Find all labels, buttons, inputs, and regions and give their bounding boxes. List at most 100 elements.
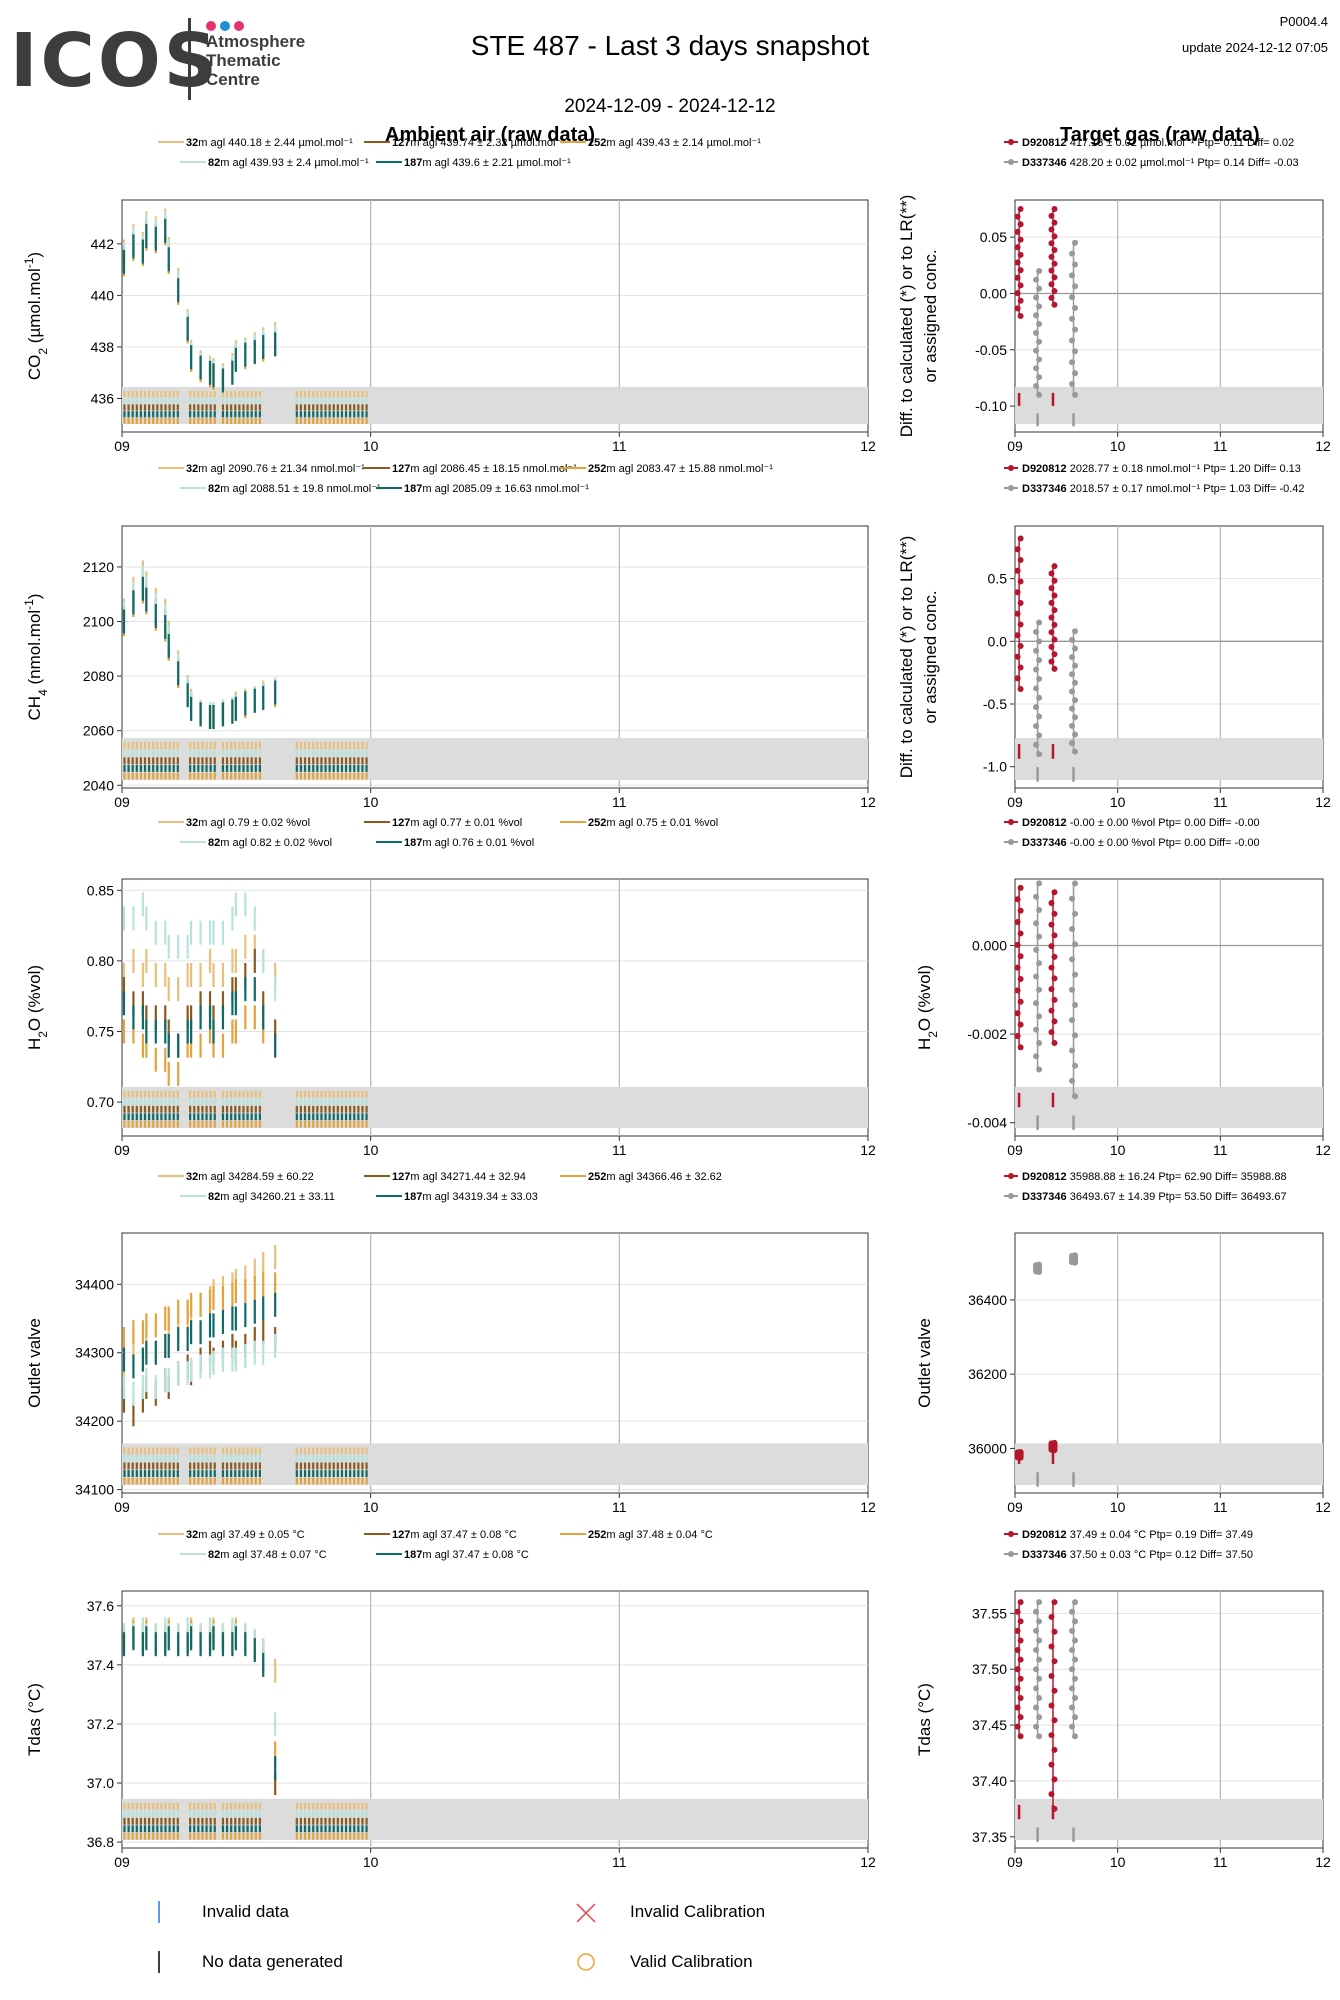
- series-point: [1048, 599, 1055, 606]
- series-point: [1017, 1449, 1024, 1456]
- legend-entry: D920812 417.13 ± 0.02 µmol.mol⁻¹ Ptp= 0.…: [1022, 137, 1294, 149]
- series-point: [1048, 281, 1055, 288]
- series-point: [1036, 1066, 1043, 1073]
- series-point: [1069, 380, 1076, 387]
- x-tick-label: 09: [114, 1499, 130, 1515]
- x-tick-label: 12: [860, 1499, 876, 1515]
- y-tick-label: 0.0: [988, 633, 1008, 649]
- series-point: [1036, 880, 1043, 887]
- chart-ambient-ch4: 2040 2060 2080 2100 2120 09 10 11 12 CH4 (nmol.mo…: [22, 463, 876, 810]
- series-point: [1072, 679, 1079, 686]
- series-point: [1033, 973, 1040, 980]
- y-tick-label: 36.8: [87, 1834, 114, 1850]
- y-tick-label: -0.004: [967, 1115, 1007, 1131]
- series-point: [1072, 1001, 1079, 1008]
- series-point: [1048, 614, 1055, 621]
- series-point: [1048, 294, 1055, 301]
- chart-target-ch4: 0.5 0.0 -0.5 -1.0 09 10 11 12 Diff. to calculate…: [897, 463, 1331, 810]
- series-point: [1072, 304, 1079, 311]
- series-point: [1069, 1704, 1076, 1711]
- y-tick-label: 0.000: [972, 937, 1007, 953]
- series-point: [1051, 621, 1058, 628]
- flag-band: [122, 738, 868, 780]
- x-tick-label: 12: [860, 438, 876, 454]
- chart-legend: 32m agl 0.79 ± 0.02 %vol 127m agl 0.77 ± …: [158, 817, 718, 849]
- series-point: [1051, 1687, 1058, 1694]
- series-point: [1033, 704, 1040, 711]
- series-point: [1017, 998, 1024, 1005]
- series-point: [1036, 657, 1043, 664]
- chart-legend: 32m agl 440.18 ± 2.44 µmol.mol⁻¹ 127m agl…: [158, 137, 761, 169]
- series-point: [1072, 662, 1079, 669]
- series-point: [1051, 889, 1058, 896]
- series-point: [1017, 1675, 1024, 1682]
- series-point: [1014, 1647, 1021, 1654]
- series-point: [1014, 1723, 1021, 1730]
- legend-entry: 187m agl 439.6 ± 2.21 µmol.mol⁻¹: [404, 157, 571, 169]
- series-point: [1036, 1675, 1043, 1682]
- series-point: [1017, 621, 1024, 628]
- series-point: [1036, 1733, 1043, 1740]
- legend-invalid-data: Invalid data: [202, 1902, 289, 1921]
- series-point: [1051, 301, 1058, 308]
- legend-entry: 127m agl 0.77 ± 0.01 %vol: [392, 817, 522, 829]
- series-point: [1069, 1666, 1076, 1673]
- series-point: [1036, 303, 1043, 310]
- x-tick-label: 11: [1213, 1142, 1228, 1158]
- x-tick-label: 10: [1110, 1142, 1126, 1158]
- series-point: [1014, 213, 1021, 220]
- series-point: [1048, 1643, 1055, 1650]
- y-tick-label: 37.0: [87, 1775, 114, 1791]
- legend-entry: 32m agl 37.49 ± 0.05 °C: [186, 1529, 305, 1541]
- x-tick-label: 11: [1213, 1499, 1228, 1515]
- y-tick-label: 37.6: [87, 1598, 114, 1614]
- x-tick-label: 12: [860, 1142, 876, 1158]
- series-point: [1048, 212, 1055, 219]
- legend-entry: D337346 37.50 ± 0.03 °C Ptp= 0.12 Diff= …: [1022, 1549, 1253, 1561]
- chart-target-outlet: 36000 36200 36400 09 10 11 12 Outlet valve D9208…: [915, 1171, 1331, 1515]
- x-tick-label: 10: [1110, 794, 1126, 810]
- series-point: [1048, 240, 1055, 247]
- series-point: [1033, 312, 1040, 319]
- series-point: [1033, 1608, 1040, 1615]
- series-point: [1072, 283, 1079, 290]
- series-point: [1048, 643, 1055, 650]
- series-point: [1069, 359, 1076, 366]
- flag-band: [122, 386, 868, 424]
- series-point: [1048, 900, 1055, 907]
- series-point: [1048, 1732, 1055, 1739]
- series-point: [1036, 1694, 1043, 1701]
- series-point: [1048, 1791, 1055, 1798]
- series-point: [1048, 1702, 1055, 1709]
- series-point: [1017, 221, 1024, 228]
- series-point: [1048, 1673, 1055, 1680]
- y-tick-label: -0.5: [983, 696, 1007, 712]
- x-tick-label: 11: [1213, 438, 1228, 454]
- legend-dot: [1008, 1531, 1014, 1537]
- series-point: [1014, 567, 1021, 574]
- legend-dot: [1008, 485, 1014, 491]
- series-point: [1048, 570, 1055, 577]
- series-point: [1017, 976, 1024, 983]
- legend-dot: [1008, 465, 1014, 471]
- ambient-section-title: Ambient air (raw data): [385, 124, 596, 146]
- product-code: P0004.4: [1279, 14, 1328, 29]
- series-point: [1069, 1017, 1076, 1024]
- series-point: [1036, 675, 1043, 682]
- series-point: [1036, 338, 1043, 345]
- chart-ambient-outlet: 34100 34200 34300 34400 09 10 11 12 Outlet valve…: [25, 1171, 876, 1515]
- series-point: [1017, 1044, 1024, 1051]
- x-tick-label: 12: [1315, 438, 1331, 454]
- x-tick-label: 09: [1007, 438, 1023, 454]
- series-point: [1051, 651, 1058, 658]
- series-point: [1033, 920, 1040, 927]
- series-point: [1017, 642, 1024, 649]
- legend-no-data: No data generated: [202, 1952, 343, 1971]
- series-point: [1014, 589, 1021, 596]
- y-axis-label: H2O (%vol): [915, 965, 940, 1050]
- series-point: [1014, 1032, 1021, 1039]
- y-axis-label: H2O (%vol): [25, 965, 50, 1050]
- series-point: [1017, 1599, 1024, 1606]
- y-tick-label: 440: [91, 287, 115, 303]
- series-point: [1036, 267, 1043, 274]
